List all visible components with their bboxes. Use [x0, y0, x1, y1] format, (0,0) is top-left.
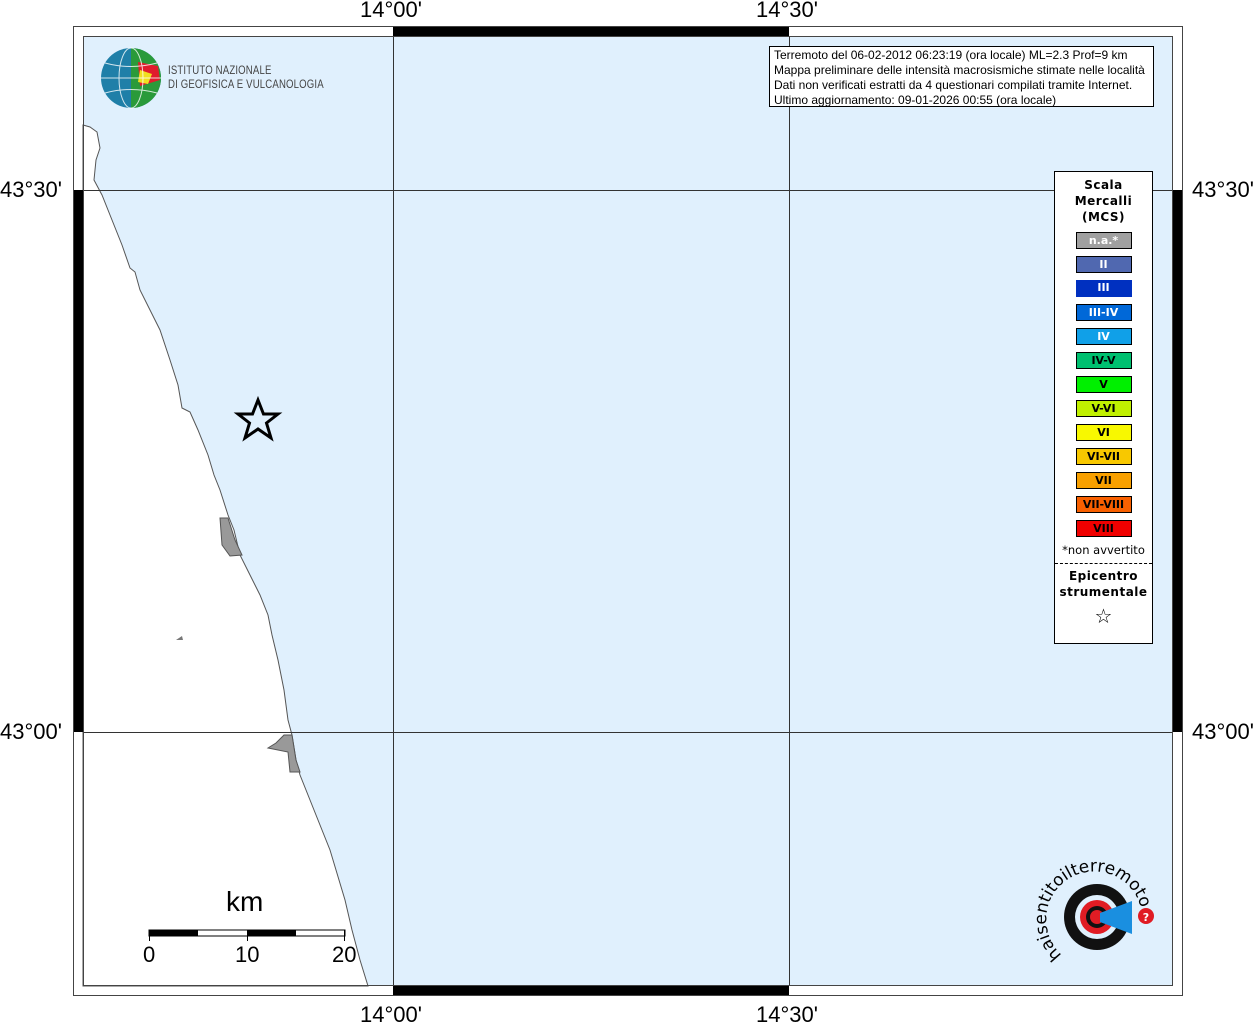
scale-unit: km: [226, 886, 264, 917]
legend-title-line: Mercalli: [1074, 194, 1133, 208]
lon-tick-top-14-00: 14°00': [360, 0, 422, 22]
epicenter-label-line: strumentale: [1059, 585, 1148, 599]
inner-frame: [83, 36, 1173, 986]
legend-item: VII: [1075, 472, 1132, 489]
lagoon: [219, 517, 243, 557]
legend-item: VII-VIII: [1075, 496, 1132, 513]
legend-title-line: (MCS): [1081, 210, 1126, 224]
legend-note: *non avvertito: [1062, 543, 1145, 557]
legend-divider: [1055, 563, 1152, 564]
scale-label-10: 10: [235, 942, 260, 967]
lake: [176, 636, 183, 640]
legend-item: III: [1075, 280, 1132, 297]
graticule: [83, 36, 1173, 986]
legend-item: VI: [1075, 424, 1132, 441]
legend-item: IV-V: [1075, 352, 1132, 369]
ingv-globe-icon: [101, 47, 161, 109]
ingv-line2: DI GEOFISICA E VULCANOLOGIA: [168, 77, 324, 91]
star-outline-icon: ☆: [1094, 604, 1113, 628]
ingv-logo-text: ISTITUTO NAZIONALE DI GEOFISICA E VULCAN…: [168, 63, 324, 91]
legend-title: Scala Mercalli (MCS): [1055, 177, 1152, 225]
svg-text:?: ?: [1143, 911, 1149, 924]
legend-items: n.a.* II III III-IV IV IV-V V V-VI VI VI-VII VII VI…: [1055, 232, 1152, 537]
lat-tick-left-43-30: 43°30': [0, 177, 62, 202]
info-line: Dati non verificati estratti da 4 questi…: [774, 78, 1133, 92]
lat-tick-left-43-00: 43°00': [0, 719, 62, 744]
legend-item: V-VI: [1075, 400, 1132, 417]
info-line: Mappa preliminare delle intensità macros…: [774, 63, 1145, 77]
legend-item: VI-VII: [1075, 448, 1132, 465]
legend-item: n.a.*: [1075, 232, 1132, 249]
legend-item: II: [1075, 256, 1132, 273]
scale-label-20: 20: [332, 942, 357, 967]
legend-item: VIII: [1075, 520, 1132, 537]
legend-item: III-IV: [1075, 304, 1132, 321]
ingv-line1: ISTITUTO NAZIONALE: [168, 63, 272, 77]
legend-item: IV: [1075, 328, 1132, 345]
lon-tick-bottom-14-00: 14°00': [360, 1002, 422, 1027]
epicenter-label-line: Epicentro: [1068, 569, 1139, 583]
intensity-legend: Scala Mercalli (MCS) n.a.* II III III-IV IV I…: [1054, 171, 1153, 644]
scale-bar: [148, 929, 346, 941]
info-line: Ultimo aggiornamento: 09-01-2026 00:55 (…: [774, 93, 1057, 107]
legend-item: V: [1075, 376, 1132, 393]
scale-label-0: 0: [143, 942, 156, 967]
lat-tick-right-43-30: 43°30': [1192, 177, 1254, 202]
epicenter-star-icon[interactable]: [233, 395, 283, 442]
epicenter-label: Epicentro strumentale: [1055, 568, 1152, 600]
info-line: Terremoto del 06-02-2012 06:23:19 (ora l…: [774, 48, 1128, 62]
lon-tick-bottom-14-30: 14°30': [756, 1002, 818, 1027]
legend-title-line: Scala: [1084, 178, 1123, 192]
lon-tick-top-14-30: 14°30': [756, 0, 818, 22]
earthquake-info-box: Terremoto del 06-02-2012 06:23:19 (ora l…: [769, 46, 1154, 107]
frame-segments: [74, 27, 1182, 995]
lat-tick-right-43-00: 43°00': [1192, 719, 1254, 744]
port-area: [266, 734, 301, 773]
